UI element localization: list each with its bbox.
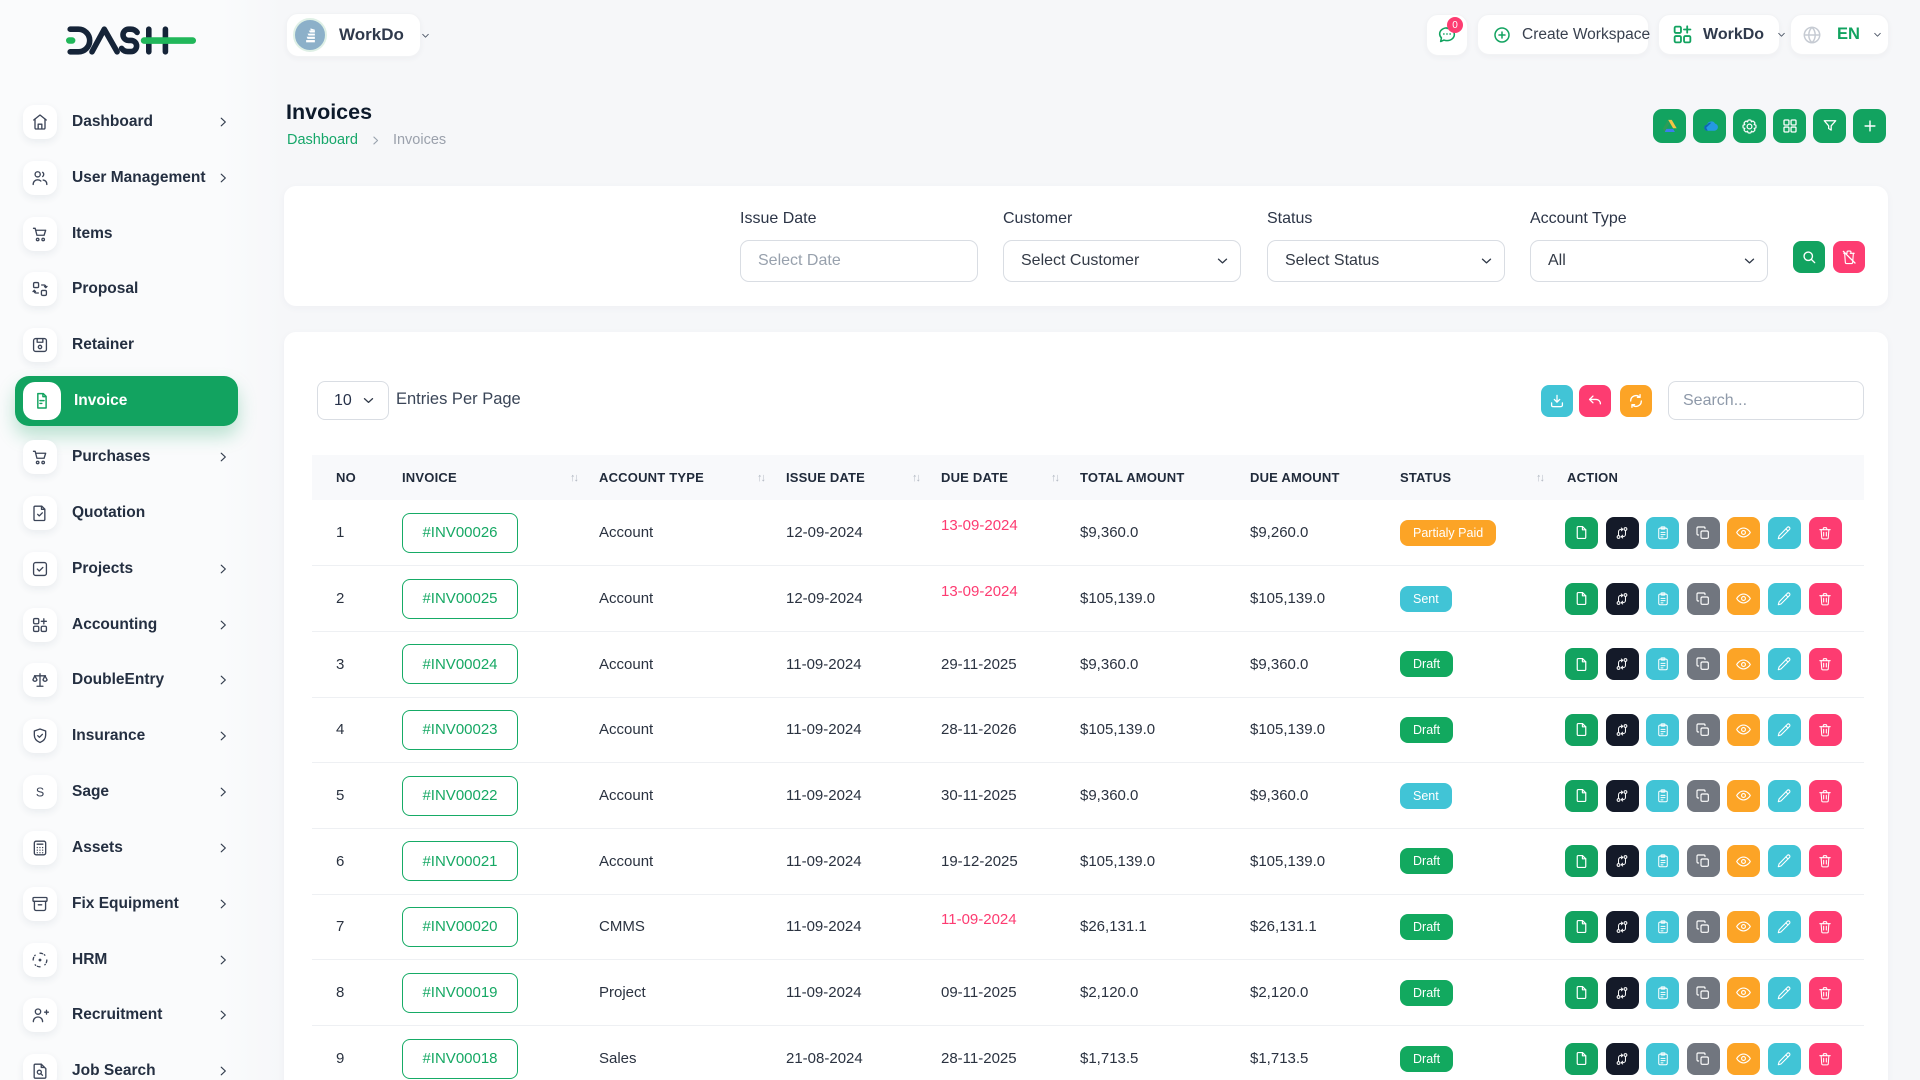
svg-text:S: S (36, 786, 44, 800)
